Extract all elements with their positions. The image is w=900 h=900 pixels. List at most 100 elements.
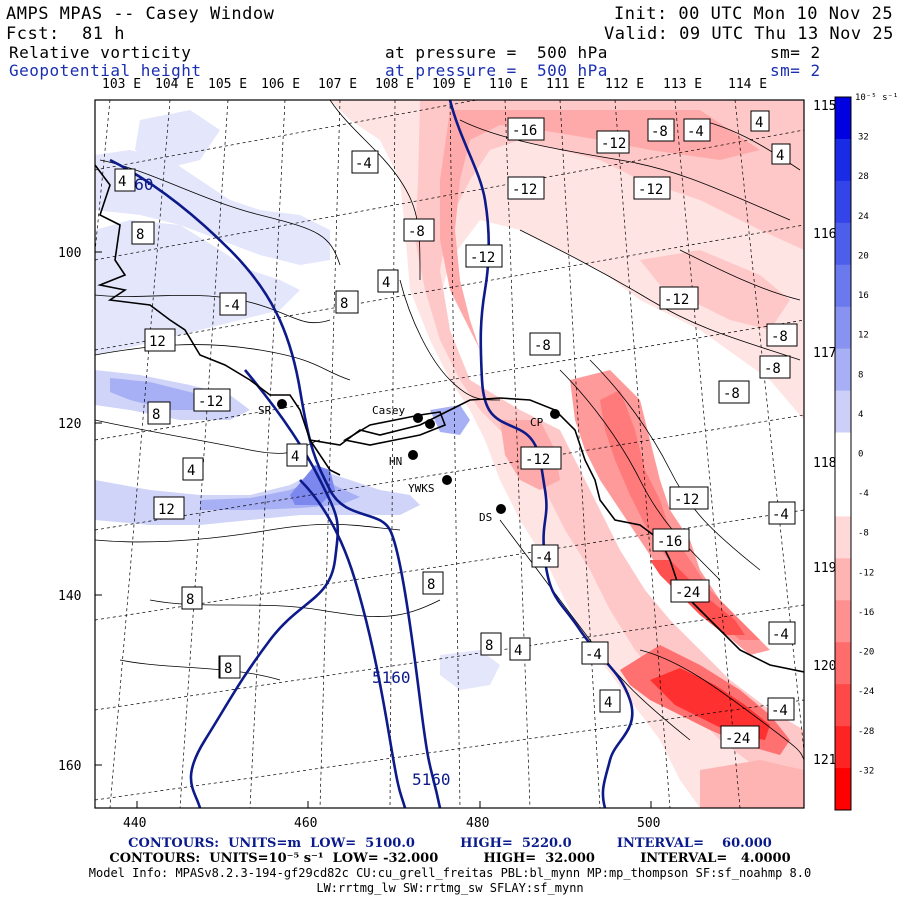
colorbar-label: 4 <box>858 410 863 420</box>
contour-label-text: -4 <box>585 647 602 663</box>
colorbar-cell <box>835 264 851 308</box>
contour-label-box: -12 <box>465 244 503 268</box>
contour-label-text: 4 <box>604 695 612 711</box>
field-name-height: Geopotential height <box>9 61 202 80</box>
top-lon-label: 107 E <box>318 77 358 92</box>
grid-line <box>319 100 341 808</box>
latlon-grid <box>95 100 804 808</box>
coastline-inlet <box>342 411 447 446</box>
contour-label-box: 8 <box>335 290 359 314</box>
vort-contour-line <box>95 523 401 543</box>
top-lon-label: 104 E <box>155 77 195 92</box>
station-dot-cp[interactable] <box>550 409 560 419</box>
vort-shade-minus12-south <box>700 760 804 808</box>
colorbar-label: -24 <box>858 687 874 697</box>
top-lon-label: 106 E <box>261 77 301 92</box>
contour-label-box: -12 <box>520 446 562 470</box>
x-tick-label: 440 <box>123 816 146 830</box>
height-contour-branch <box>299 479 407 808</box>
contour-label-text: 4 <box>187 463 195 479</box>
footer-model-info: Model Info: MPASv8.2.3-194-gf29cd82c CU:… <box>88 866 812 880</box>
station-dot-casey-2[interactable] <box>425 419 435 429</box>
contour-label-box: -4 <box>581 641 609 665</box>
colorbar-cell <box>835 432 851 475</box>
colorbar-cell <box>835 306 851 350</box>
top-lon-label: 114 E <box>728 77 768 92</box>
grid-line <box>389 100 396 808</box>
station-label: YWKS <box>408 482 435 495</box>
top-lon-label: 105 E <box>208 77 248 92</box>
forecast-label: Fcst: <box>6 24 60 44</box>
contour-label-box: -8 <box>529 332 561 356</box>
contour-label-text: -8 <box>771 329 788 345</box>
colorbar-cell <box>835 642 851 685</box>
vort-shade-minus16 <box>600 390 760 640</box>
contour-label-text: 8 <box>136 227 144 243</box>
colorbar-label: 24 <box>858 212 869 222</box>
contour-label-text: -4 <box>772 627 789 643</box>
station-dot-sr[interactable] <box>277 399 287 409</box>
station-labels: SR Casey CP HN YWKS DS <box>258 404 544 524</box>
contour-label-box: 4 <box>286 443 308 467</box>
colorbar-cell <box>835 390 851 434</box>
contour-label-text: -8 <box>723 386 740 402</box>
contour-label-box: -8 <box>759 355 791 379</box>
grid-line <box>734 100 804 755</box>
colorbar-label: 28 <box>858 172 869 182</box>
contour-label-box: -24 <box>670 579 710 603</box>
contour-label-text: -16 <box>512 123 537 139</box>
contour-label-box: 4 <box>509 637 531 661</box>
init-time: Init: 00 UTC Mon 10 Nov 25 <box>614 4 894 24</box>
grid-line <box>449 100 461 808</box>
contour-label-box: -4 <box>768 501 796 525</box>
colorbar-cell <box>835 600 851 643</box>
y-tick-label: 120 <box>58 417 81 432</box>
contour-label-box: 12 <box>144 328 176 352</box>
colorbar-cell <box>835 516 851 559</box>
contour-label-box: 4 <box>114 168 136 192</box>
vort-shade-plus4-west <box>95 220 300 355</box>
y-tick-label: 160 <box>58 759 81 774</box>
contour-label-text: 8 <box>427 577 435 593</box>
station-label: CP <box>530 416 544 429</box>
contour-label-text: -12 <box>674 492 699 508</box>
contour-label-text: 4 <box>291 449 299 465</box>
contour-label-box: 8 <box>219 655 241 679</box>
contour-label-text: -4 <box>355 156 372 172</box>
vort-shade-plus4-north <box>95 150 330 265</box>
contour-label-text: -24 <box>675 585 700 601</box>
contour-label-box: -4 <box>351 150 379 174</box>
footer-model-info-2: LW:rrtmg_lw SW:rrtmg_sw SFLAY:sf_mynn <box>316 881 584 895</box>
y-tick-label: 140 <box>58 589 81 604</box>
colorbar-label: -28 <box>858 727 874 737</box>
contour-label-box: -4 <box>683 118 711 142</box>
top-lon-label: 103 E <box>102 77 142 92</box>
contour-label-box: 12 <box>153 496 185 520</box>
contour-label-box: -4 <box>531 544 559 568</box>
contour-label-box: -8 <box>718 380 750 404</box>
station-dot-casey[interactable] <box>413 413 423 423</box>
colorbar-cell <box>835 684 851 727</box>
contour-label-text: 12 <box>149 334 166 350</box>
station-label: Casey <box>372 404 405 417</box>
top-lon-label: 108 E <box>375 77 415 92</box>
top-lon-label: 111 E <box>546 77 586 92</box>
contour-label-box: -12 <box>633 176 671 200</box>
top-lon-label: 110 E <box>489 77 529 92</box>
footer-vorticity-contours: CONTOURS: UNITS=10⁻⁵ s⁻¹ LOW= -32.000 HI… <box>109 851 791 866</box>
contour-label-box: -12 <box>193 388 231 412</box>
grid-line <box>559 100 601 808</box>
contour-label-box: -4 <box>768 621 796 645</box>
station-dot-ywks[interactable] <box>442 475 452 485</box>
grid-line <box>179 100 229 808</box>
vort-contour-line <box>459 119 791 221</box>
map-plot-area: SR Casey CP HN YWKS DS 5160 5160 5160 -1… <box>95 100 804 808</box>
contour-label-box: -8 <box>403 218 435 242</box>
contour-label-box: -8 <box>766 323 798 347</box>
plot-frame <box>94 99 805 809</box>
station-dot-ds[interactable] <box>496 504 506 514</box>
contour-label-box: 8 <box>181 586 203 610</box>
station-dot-hn[interactable] <box>408 450 418 460</box>
vort-contour-line <box>679 249 801 301</box>
top-lon-label: 109 E <box>432 77 472 92</box>
